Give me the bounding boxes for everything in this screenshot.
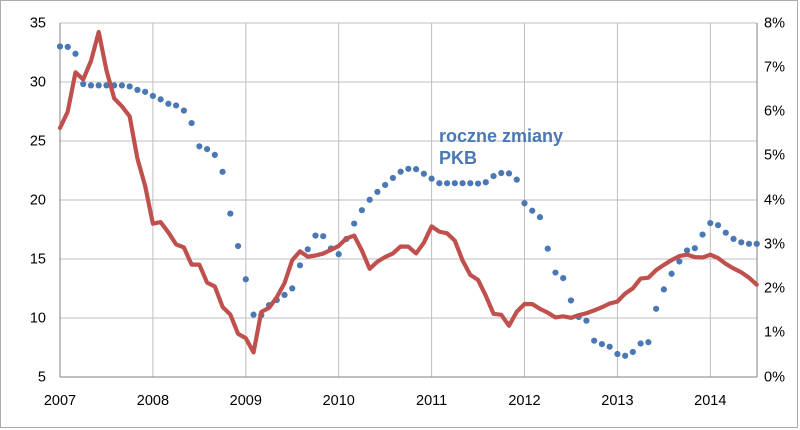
svg-text:2%: 2% bbox=[764, 281, 785, 297]
svg-text:2013: 2013 bbox=[601, 393, 633, 409]
svg-text:8%: 8% bbox=[764, 16, 785, 32]
svg-text:6%: 6% bbox=[764, 104, 785, 120]
svg-text:35: 35 bbox=[30, 16, 46, 32]
svg-text:2007: 2007 bbox=[44, 393, 76, 409]
svg-text:4%: 4% bbox=[764, 193, 785, 209]
svg-text:1%: 1% bbox=[764, 325, 785, 341]
svg-text:5: 5 bbox=[38, 370, 46, 386]
svg-text:2008: 2008 bbox=[137, 393, 169, 409]
svg-text:0%: 0% bbox=[764, 370, 785, 386]
svg-text:roczne zmiany: roczne zmiany bbox=[439, 126, 563, 146]
svg-text:25: 25 bbox=[30, 134, 46, 150]
svg-text:10: 10 bbox=[30, 311, 46, 327]
svg-text:2014: 2014 bbox=[694, 393, 726, 409]
svg-text:20: 20 bbox=[30, 193, 46, 209]
svg-text:30: 30 bbox=[30, 75, 46, 91]
svg-text:15: 15 bbox=[30, 252, 46, 268]
svg-text:2012: 2012 bbox=[508, 393, 540, 409]
svg-text:3%: 3% bbox=[764, 237, 785, 253]
svg-text:7%: 7% bbox=[764, 60, 785, 76]
svg-text:PKB: PKB bbox=[439, 148, 477, 168]
svg-text:2011: 2011 bbox=[416, 393, 447, 409]
svg-text:2009: 2009 bbox=[230, 393, 262, 409]
svg-text:2010: 2010 bbox=[323, 393, 355, 409]
svg-text:5%: 5% bbox=[764, 148, 785, 164]
